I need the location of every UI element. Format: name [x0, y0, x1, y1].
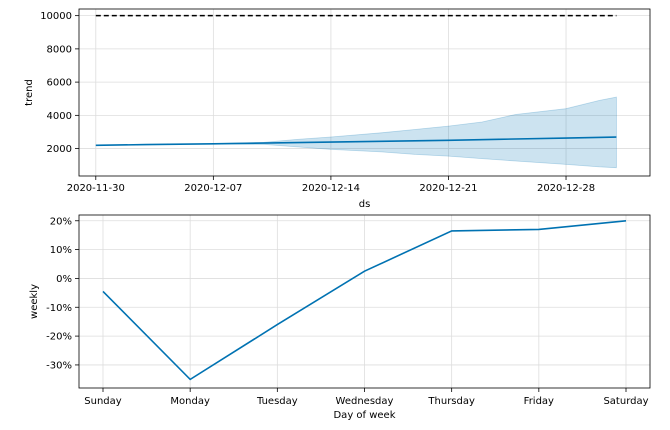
trend-x-tick-label: 2020-12-28 [537, 183, 595, 194]
trend-y-tick-label: 4000 [47, 111, 72, 122]
trend-uncertainty-band [95, 96, 617, 169]
trend-y-tick-label: 8000 [47, 44, 72, 55]
weekly-x-tick-label: Monday [170, 396, 210, 407]
weekly-x-tick-label: Sunday [84, 396, 121, 407]
weekly-panel: Sunday Monday Tuesday Wednesday Thursday Frid… [29, 214, 651, 421]
weekly-x-tick-label: Friday [524, 396, 554, 407]
weekly-x-tick-label: Saturday [603, 396, 648, 407]
weekly-grid [79, 215, 650, 388]
weekly-y-tick-label: -10% [46, 303, 72, 314]
trend-x-axis-label: ds [359, 199, 371, 210]
weekly-y-tick-label: 20% [50, 216, 72, 227]
weekly-y-tick-label: 0% [56, 274, 72, 285]
weekly-ticks: Sunday Monday Tuesday Wednesday Thursday Frid… [46, 216, 648, 407]
trend-x-tick-label: 2020-11-30 [67, 183, 125, 194]
weekly-x-tick-label: Thursday [427, 396, 475, 407]
trend-x-tick-label: 2020-12-14 [302, 183, 360, 194]
weekly-y-tick-label: 10% [50, 245, 72, 256]
weekly-y-axis-label: weekly [29, 284, 40, 319]
trend-ticks: 2020-11-30 2020-12-07 2020-12-14 2020-12-21… [40, 11, 595, 194]
trend-y-tick-label: 2000 [47, 144, 72, 155]
trend-x-tick-label: 2020-12-21 [419, 183, 477, 194]
weekly-x-tick-label: Tuesday [256, 396, 298, 407]
trend-y-axis-label: trend [24, 79, 35, 106]
trend-line [95, 136, 617, 147]
weekly-y-tick-label: -20% [46, 332, 72, 343]
trend-y-tick-label: 10000 [40, 11, 72, 22]
trend-axes-frame [78, 8, 651, 177]
weekly-seasonality-line [102, 220, 627, 381]
trend-panel: 2020-11-30 2020-12-07 2020-12-14 2020-12-21… [24, 8, 651, 210]
weekly-x-tick-label: Wednesday [336, 396, 394, 407]
weekly-x-axis-label: Day of week [333, 410, 395, 421]
trend-x-tick-label: 2020-12-07 [184, 183, 242, 194]
trend-y-tick-label: 6000 [47, 78, 72, 89]
weekly-y-tick-label: -30% [46, 360, 72, 371]
weekly-axes-frame [78, 214, 651, 389]
